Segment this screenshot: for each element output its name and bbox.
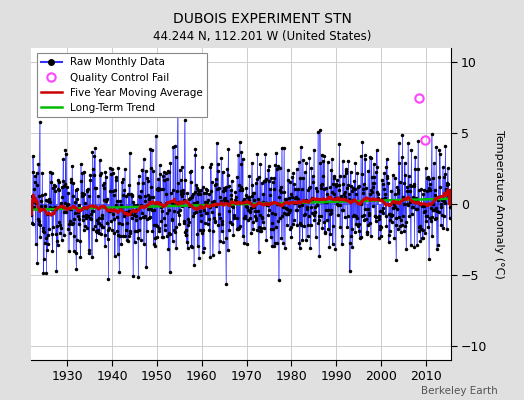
Long-Term Trend xyxy=(58,206,64,211)
Raw Monthly Data xyxy=(174,97,181,102)
Raw Monthly Data xyxy=(28,212,35,217)
Five Year Moving Average xyxy=(272,200,278,205)
Legend: Raw Monthly Data, Quality Control Fail, Five Year Moving Average, Long-Term Tren: Raw Monthly Data, Quality Control Fail, … xyxy=(37,53,207,117)
Five Year Moving Average xyxy=(232,201,238,206)
Long-Term Trend xyxy=(384,198,390,203)
Five Year Moving Average xyxy=(58,204,64,208)
Raw Monthly Data xyxy=(223,282,229,286)
Long-Term Trend xyxy=(188,203,194,208)
Five Year Moving Average xyxy=(384,202,390,207)
Five Year Moving Average xyxy=(137,206,143,210)
Long-Term Trend xyxy=(28,207,35,212)
Five Year Moving Average xyxy=(28,212,35,217)
Long-Term Trend xyxy=(231,202,237,207)
Five Year Moving Average xyxy=(188,203,194,208)
Raw Monthly Data xyxy=(136,194,143,199)
Five Year Moving Average xyxy=(48,213,54,218)
Raw Monthly Data xyxy=(188,180,194,185)
Long-Term Trend xyxy=(136,204,143,209)
Raw Monthly Data xyxy=(272,162,279,167)
Text: DUBOIS EXPERIMENT STN: DUBOIS EXPERIMENT STN xyxy=(172,12,352,26)
Text: 44.244 N, 112.201 W (United States): 44.244 N, 112.201 W (United States) xyxy=(153,30,371,43)
Text: Berkeley Earth: Berkeley Earth xyxy=(421,386,498,396)
Line: Five Year Moving Average: Five Year Moving Average xyxy=(31,190,450,216)
Y-axis label: Temperature Anomaly (°C): Temperature Anomaly (°C) xyxy=(494,130,504,278)
Raw Monthly Data xyxy=(58,200,64,205)
Long-Term Trend xyxy=(447,196,453,201)
Five Year Moving Average xyxy=(447,188,453,192)
Line: Long-Term Trend: Long-Term Trend xyxy=(31,199,450,210)
Raw Monthly Data xyxy=(232,198,238,202)
Long-Term Trend xyxy=(271,201,278,206)
Raw Monthly Data xyxy=(447,188,453,192)
Five Year Moving Average xyxy=(444,188,451,192)
Line: Raw Monthly Data: Raw Monthly Data xyxy=(30,99,451,285)
Raw Monthly Data xyxy=(385,173,391,178)
